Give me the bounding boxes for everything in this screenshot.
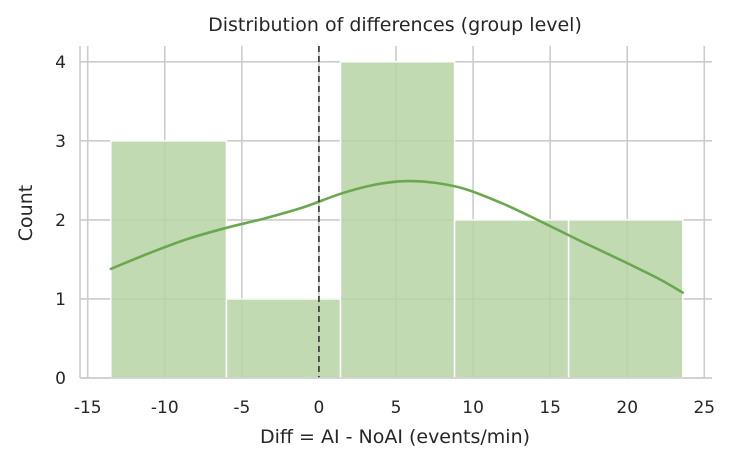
histogram-bar-4	[567, 219, 684, 379]
chart-title: Distribution of differences (group level…	[208, 14, 582, 36]
x-axis-label: Diff = AI - NoAI (events/min)	[260, 426, 530, 448]
y-axis-label: Count	[15, 185, 37, 241]
x-tick-label-4: 5	[391, 398, 402, 418]
overlay-layer	[109, 46, 685, 378]
y-tick-label-0: 0	[55, 369, 66, 389]
x-tick-label-3: 0	[314, 398, 325, 418]
y-tick-label-4: 4	[55, 53, 66, 73]
x-tick-label-2: -5	[233, 398, 250, 418]
ticks-layer: -15 -10 -5 0 5 10 15 20 25 0 1 2 3 4	[55, 53, 715, 418]
x-tick-label-6: 15	[539, 398, 561, 418]
x-tick-label-7: 20	[616, 398, 638, 418]
x-tick-label-5: 10	[462, 398, 484, 418]
x-tick-label-1: -10	[151, 398, 179, 418]
histogram-bar-1	[225, 298, 342, 379]
bars-layer	[110, 61, 684, 379]
y-tick-label-1: 1	[55, 290, 66, 310]
histogram-bar-3	[453, 219, 570, 379]
y-tick-label-3: 3	[55, 132, 66, 152]
x-tick-label-0: -15	[74, 398, 102, 418]
x-tick-label-8: 25	[693, 398, 715, 418]
histogram-bar-2	[339, 61, 456, 379]
histogram-bar-0	[110, 140, 228, 379]
y-tick-label-2: 2	[55, 211, 66, 231]
spine-layer	[79, 46, 712, 379]
kde-curve	[109, 179, 685, 294]
